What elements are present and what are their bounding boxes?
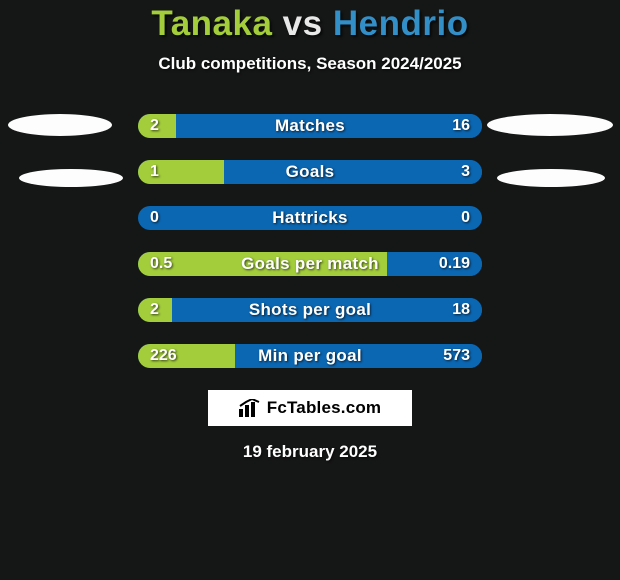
- stat-rows: Matches216Goals13Hattricks00Goals per ma…: [138, 114, 482, 368]
- stat-value-left: 0: [150, 206, 159, 230]
- stat-value-left: 226: [150, 344, 177, 368]
- stat-value-left: 1: [150, 160, 159, 184]
- stat-value-right: 0.19: [439, 252, 470, 276]
- stat-label: Hattricks: [138, 206, 482, 230]
- player1-avatar-placeholder: [8, 114, 112, 136]
- stat-row: Min per goal226 573: [138, 344, 482, 368]
- chart-icon: [239, 399, 261, 417]
- stat-value-left: 0.5: [150, 252, 172, 276]
- stat-label: Shots per goal: [138, 298, 482, 322]
- comparison-date: 19 february 2025: [0, 442, 620, 462]
- stat-label: Goals: [138, 160, 482, 184]
- player2-name: Hendrio: [333, 4, 469, 43]
- player1-name: Tanaka: [151, 4, 272, 43]
- stat-value-right: 3: [461, 160, 470, 184]
- stat-row: Hattricks0 0: [138, 206, 482, 230]
- player1-avatar-placeholder-2: [19, 169, 123, 187]
- stat-row: Goals per match0.5 0.19: [138, 252, 482, 276]
- comparison-content: Matches216Goals13Hattricks00Goals per ma…: [0, 114, 620, 462]
- stat-row: Matches2 16: [138, 114, 482, 138]
- stat-label: Matches: [138, 114, 482, 138]
- branding-text: FcTables.com: [267, 398, 382, 418]
- comparison-title: Tanaka vs Hendrio: [0, 0, 620, 44]
- player2-avatar-placeholder: [487, 114, 613, 136]
- stat-value-right: 0: [461, 206, 470, 230]
- stat-value-right: 16: [452, 114, 470, 138]
- stat-value-right: 18: [452, 298, 470, 322]
- stat-label: Min per goal: [138, 344, 482, 368]
- branding-badge: FcTables.com: [208, 390, 412, 426]
- stat-value-left: 2: [150, 298, 159, 322]
- season-subtitle: Club competitions, Season 2024/2025: [0, 54, 620, 74]
- player2-avatar-placeholder-2: [497, 169, 605, 187]
- stat-value-left: 2: [150, 114, 159, 138]
- vs-label: vs: [283, 4, 323, 43]
- stat-row: Shots per goal2 18: [138, 298, 482, 322]
- stat-row: Goals1 3: [138, 160, 482, 184]
- stat-label: Goals per match: [138, 252, 482, 276]
- stat-value-right: 573: [443, 344, 470, 368]
